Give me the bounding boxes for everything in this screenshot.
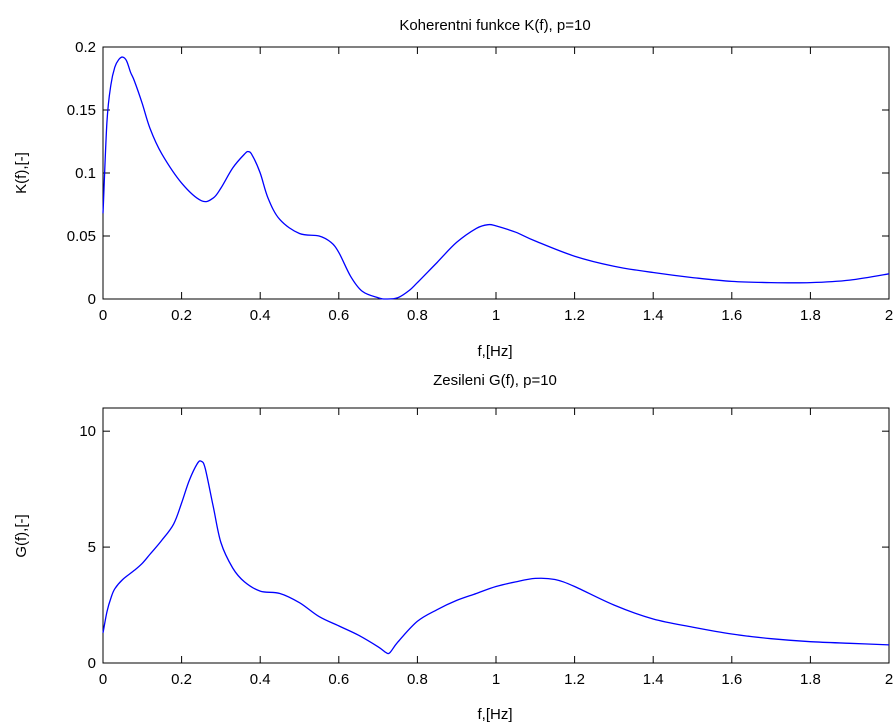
- x-tick-label: 1.2: [564, 671, 585, 688]
- x-tick-label: 0.8: [407, 671, 428, 688]
- x-tick-label: 1.8: [800, 307, 821, 324]
- series-line: [102, 56, 890, 300]
- plot-area: [102, 46, 890, 300]
- y-tick-label: 0: [88, 291, 96, 308]
- x-tick-label: 1: [492, 307, 500, 324]
- plot-area: [102, 407, 890, 664]
- x-tick-label: 0: [99, 307, 107, 324]
- x-axis: 0 0.2 0.4 0.6 0.8 1 1.2 1.4 1.6 1.8 2: [99, 47, 893, 324]
- x-tick-label: 0.2: [171, 671, 192, 688]
- x-axis: 0 0.2 0.4 0.6 0.8 1 1.2 1.4 1.6 1.8 2: [99, 408, 893, 688]
- x-tick-label: 1.4: [643, 307, 664, 324]
- y-axis-label: G(f),[-]: [13, 514, 30, 557]
- x-tick-label: 1.2: [564, 307, 585, 324]
- gain-chart: Zesileni G(f), p=10 0 0.2 0.4 0.6 0.8 1 1.2 1.4…: [13, 372, 893, 723]
- x-tick-label: 1.8: [800, 671, 821, 688]
- y-tick-label: 5: [88, 539, 96, 556]
- x-tick-label: 2: [885, 307, 893, 324]
- y-tick-label: 0.05: [67, 228, 96, 245]
- x-tick-label: 0: [99, 671, 107, 688]
- x-tick-label: 2: [885, 671, 893, 688]
- y-axis: 0 0.05 0.1 0.15 0.2: [67, 39, 889, 308]
- x-tick-label: 0.2: [171, 307, 192, 324]
- x-tick-label: 0.4: [250, 307, 271, 324]
- y-axis: 0 5 10: [79, 423, 889, 672]
- y-tick-label: 0.1: [75, 165, 96, 182]
- chart-title: Koherentni funkce K(f), p=10: [399, 17, 590, 34]
- x-tick-label: 1: [492, 671, 500, 688]
- x-tick-label: 0.6: [328, 671, 349, 688]
- x-tick-label: 1.6: [721, 307, 742, 324]
- series-line: [102, 460, 890, 655]
- x-tick-label: 0.4: [250, 671, 271, 688]
- y-tick-label: 0.2: [75, 39, 96, 56]
- coherence-chart: Koherentni funkce K(f), p=10 0 0.2 0.4 0.6 0…: [13, 17, 893, 360]
- y-tick-label: 10: [79, 423, 96, 440]
- y-axis-label: K(f),[-]: [13, 152, 30, 194]
- x-tick-label: 1.6: [721, 671, 742, 688]
- x-axis-label: f,[Hz]: [477, 706, 512, 723]
- x-axis-label: f,[Hz]: [477, 343, 512, 360]
- chart-title: Zesileni G(f), p=10: [433, 372, 557, 389]
- y-tick-label: 0: [88, 655, 96, 672]
- x-tick-label: 0.6: [328, 307, 349, 324]
- x-tick-label: 0.8: [407, 307, 428, 324]
- y-tick-label: 0.15: [67, 102, 96, 119]
- x-tick-label: 1.4: [643, 671, 664, 688]
